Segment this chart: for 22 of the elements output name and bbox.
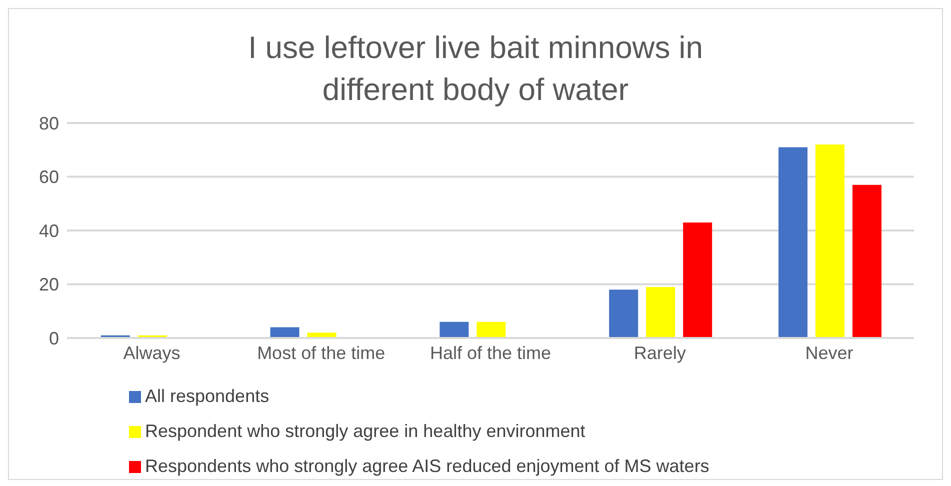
legend-label: Respondents who strongly agree AIS reduced enjoyment of MS waters <box>145 456 710 477</box>
legend-label: All respondents <box>145 386 270 407</box>
bar <box>646 286 676 338</box>
y-tick-label: 60 <box>38 167 59 188</box>
bar <box>852 184 882 338</box>
bar <box>815 144 844 338</box>
y-tick-label: 20 <box>38 274 59 295</box>
bar <box>609 290 638 338</box>
x-tick-label: Most of the time <box>257 342 386 363</box>
x-tick-label: Never <box>805 342 854 363</box>
y-tick-label: 80 <box>38 113 59 134</box>
x-tick-label: Always <box>123 342 180 363</box>
y-tick-label: 0 <box>48 328 59 348</box>
y-tick-label: 40 <box>38 220 59 241</box>
bar <box>476 322 506 338</box>
chart-title: I use leftover live bait minnows in different body of water <box>247 29 704 109</box>
bar <box>440 322 469 338</box>
legend-label: Respondent who strongly agree in healthy environment <box>145 421 586 442</box>
bar <box>683 222 712 338</box>
x-tick-label: Half of the time <box>430 342 552 363</box>
bar <box>778 147 808 338</box>
x-tick-label: Rarely <box>634 342 686 363</box>
